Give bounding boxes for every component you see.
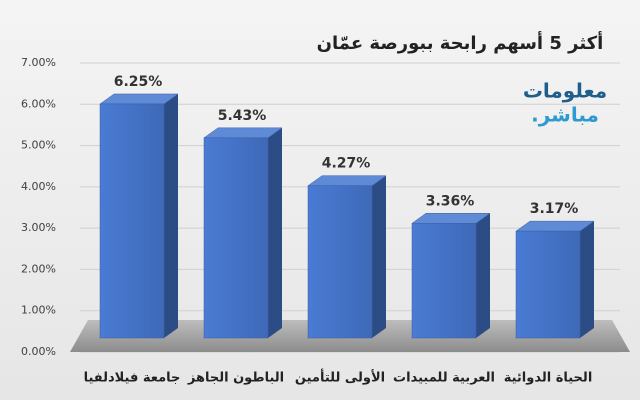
value-label: 3.17% — [530, 201, 579, 217]
bar-top — [99, 93, 179, 105]
y-tick-label: 3.00% — [21, 221, 56, 234]
x-tick-label: الأولى للتأمين — [295, 369, 385, 386]
bar-front — [411, 223, 477, 339]
y-tick-label: 5.00% — [21, 139, 56, 152]
y-tick-label: 6.00% — [21, 97, 56, 110]
bar-top — [203, 127, 283, 139]
x-tick-label: الحياة الدوائية — [504, 371, 593, 386]
bar-front — [307, 185, 373, 339]
x-tick-label: العربية للمبيدات — [393, 371, 495, 386]
logo-line-2: مباشر. — [531, 103, 599, 127]
bar-front — [99, 103, 165, 339]
x-tick-label: جامعة فيلادلفيا — [84, 371, 181, 386]
bar-side — [164, 93, 178, 338]
y-tick-label: 7.00% — [21, 56, 56, 69]
bar-top — [411, 213, 491, 224]
bar — [99, 93, 179, 339]
bar-front — [203, 137, 269, 339]
logo-line-1: معلومات — [523, 79, 607, 103]
y-tick-label: 0.00% — [21, 345, 56, 358]
value-label: 3.36% — [426, 193, 475, 209]
y-tick-label: 1.00% — [21, 304, 56, 317]
value-label: 6.25% — [114, 74, 163, 90]
bar-top — [307, 175, 387, 186]
x-tick-label: الباطون الجاهز — [187, 371, 284, 386]
bar — [307, 175, 387, 339]
value-label: 5.43% — [218, 108, 267, 124]
bar-front — [515, 230, 581, 339]
bar-side — [372, 175, 386, 338]
bar-top — [515, 220, 595, 232]
bar — [203, 127, 283, 339]
bar — [515, 220, 595, 339]
y-tick-label: 4.00% — [21, 180, 56, 193]
bar-side — [580, 221, 594, 338]
y-tick-label: 2.00% — [21, 262, 56, 275]
bar-side — [476, 213, 490, 338]
chart-title: أكثر 5 أسهم رابحة ببورصة عمّان — [317, 31, 604, 54]
bar-side — [268, 127, 282, 338]
value-label: 4.27% — [322, 156, 371, 172]
bar — [411, 213, 491, 339]
